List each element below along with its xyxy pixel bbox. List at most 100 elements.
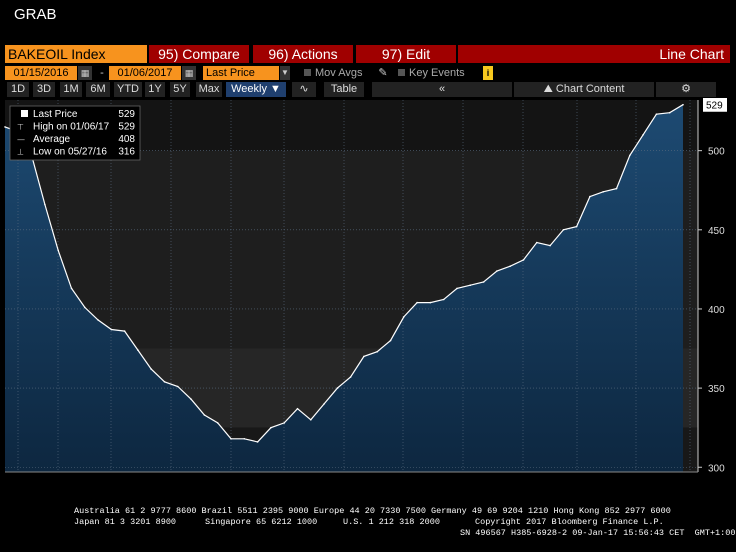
start-date-input[interactable]: 01/15/2016 bbox=[5, 66, 77, 80]
data-point bbox=[403, 316, 405, 318]
collapse-icon[interactable]: « bbox=[372, 82, 512, 97]
data-point bbox=[123, 330, 126, 332]
data-point bbox=[163, 381, 166, 383]
date-separator: - bbox=[100, 67, 104, 79]
chart-content-button[interactable]: ⛰ Chart Content bbox=[514, 82, 654, 97]
footer-contact-us: U.S. 1 212 318 2000 bbox=[343, 517, 440, 527]
y-tick-label: 300 bbox=[708, 463, 725, 474]
data-point bbox=[57, 249, 59, 252]
gear-icon[interactable]: ⚙ bbox=[656, 82, 716, 97]
data-point bbox=[84, 306, 86, 309]
compare-menu-button[interactable]: 95) Compare bbox=[149, 45, 249, 63]
legend-marker-average: — bbox=[17, 135, 25, 144]
data-point bbox=[509, 265, 512, 267]
legend-label-average: Average bbox=[33, 134, 71, 145]
data-point bbox=[190, 398, 192, 401]
data-point bbox=[602, 191, 604, 193]
data-point bbox=[655, 113, 658, 115]
data-point bbox=[615, 187, 618, 190]
period-button-3d[interactable]: 3D bbox=[33, 82, 55, 97]
pencil-icon[interactable]: ✎ bbox=[378, 67, 388, 79]
line-chart-icon[interactable]: ∿ bbox=[292, 82, 316, 97]
data-point bbox=[682, 103, 684, 106]
chart-icon: ⛰ bbox=[543, 83, 556, 95]
chart-type-label: Line Chart bbox=[458, 45, 730, 63]
data-point bbox=[442, 298, 445, 301]
window-title: GRAB bbox=[14, 6, 57, 23]
calendar-icon[interactable]: ▦ bbox=[78, 66, 92, 80]
y-tick-label: 350 bbox=[708, 384, 725, 395]
period-button-max[interactable]: Max bbox=[196, 82, 222, 97]
ticker-field[interactable]: BAKEOIL Index bbox=[5, 45, 147, 63]
legend-value-average: 408 bbox=[118, 134, 135, 145]
chevron-down-icon[interactable]: ▼ bbox=[280, 66, 290, 80]
data-point bbox=[177, 385, 179, 388]
footer-contacts-line1: Australia 61 2 9777 8600 Brazil 5511 239… bbox=[74, 506, 671, 516]
data-point bbox=[230, 438, 232, 440]
legend-label-high: High on 01/06/17 bbox=[33, 122, 110, 133]
footer-contact-singapore: Singapore 65 6212 1000 bbox=[205, 517, 318, 527]
legend-value-last-price: 529 bbox=[118, 109, 135, 120]
data-point bbox=[243, 438, 246, 440]
field-select[interactable]: Last Price bbox=[203, 66, 279, 80]
data-point bbox=[522, 259, 525, 261]
period-button-6m[interactable]: 6M bbox=[86, 82, 110, 97]
legend-label-low: Low on 05/27/16 bbox=[33, 147, 107, 158]
series-line bbox=[4, 104, 684, 443]
data-point bbox=[44, 203, 46, 206]
calendar-icon[interactable]: ▦ bbox=[182, 66, 196, 80]
data-point bbox=[270, 426, 272, 429]
footer-copyright: Copyright 2017 Bloomberg Finance L.P. bbox=[475, 517, 664, 527]
mov-avgs-label: Mov Avgs bbox=[315, 67, 363, 79]
period-button-ytd[interactable]: YTD bbox=[114, 82, 142, 97]
period-button-1d[interactable]: 1D bbox=[7, 82, 29, 97]
mov-avgs-checkbox[interactable]: Mov Avgs bbox=[304, 66, 374, 80]
data-point bbox=[376, 350, 379, 353]
data-point bbox=[642, 134, 644, 136]
last-value-label: 529 bbox=[706, 101, 723, 112]
legend-swatch bbox=[21, 110, 28, 117]
data-point bbox=[416, 301, 418, 304]
data-point bbox=[70, 287, 73, 290]
end-date-input[interactable]: 01/06/2017 bbox=[109, 66, 181, 80]
data-point bbox=[562, 229, 565, 231]
period-button-1m[interactable]: 1M bbox=[60, 82, 82, 97]
data-point bbox=[323, 403, 325, 405]
data-point bbox=[150, 368, 152, 370]
data-point bbox=[310, 419, 312, 421]
actions-menu-button[interactable]: 96) Actions bbox=[253, 45, 353, 63]
legend-value-low: 316 bbox=[118, 147, 135, 158]
data-point bbox=[575, 225, 578, 228]
footer-session-info: SN 496567 H385-6928-2 09-Jan-17 15:56:43… bbox=[460, 528, 736, 538]
key-events-checkbox[interactable]: Key Events bbox=[398, 66, 478, 80]
data-point bbox=[4, 126, 6, 128]
legend-label-last-price: Last Price bbox=[33, 109, 78, 120]
data-point bbox=[496, 270, 498, 272]
period-button-5y[interactable]: 5Y bbox=[170, 82, 190, 97]
y-tick-label: 500 bbox=[708, 147, 725, 158]
data-point bbox=[549, 244, 551, 247]
data-point bbox=[283, 422, 286, 424]
chart-content-label: Chart Content bbox=[555, 83, 625, 95]
frequency-select[interactable]: Weekly ▼ bbox=[226, 82, 286, 97]
legend-marker-high: ⊤ bbox=[17, 123, 24, 132]
data-point bbox=[668, 111, 671, 114]
data-point bbox=[97, 319, 99, 321]
data-point bbox=[536, 241, 538, 244]
data-point bbox=[429, 301, 432, 304]
edit-menu-button[interactable]: 97) Edit bbox=[356, 45, 456, 63]
period-button-1y[interactable]: 1Y bbox=[145, 82, 165, 97]
data-point bbox=[629, 154, 631, 157]
table-button[interactable]: Table bbox=[324, 82, 364, 97]
frequency-label: Weekly bbox=[231, 83, 267, 95]
data-point bbox=[216, 422, 219, 424]
data-point bbox=[482, 281, 485, 283]
data-point bbox=[349, 376, 352, 378]
data-point bbox=[110, 328, 113, 331]
info-icon[interactable]: i bbox=[483, 66, 493, 80]
y-tick-label: 400 bbox=[708, 305, 725, 316]
last-value-tag bbox=[703, 98, 727, 112]
legend-box bbox=[9, 105, 141, 161]
y-tick-label: 450 bbox=[708, 226, 725, 237]
legend-value-high: 529 bbox=[118, 122, 135, 133]
